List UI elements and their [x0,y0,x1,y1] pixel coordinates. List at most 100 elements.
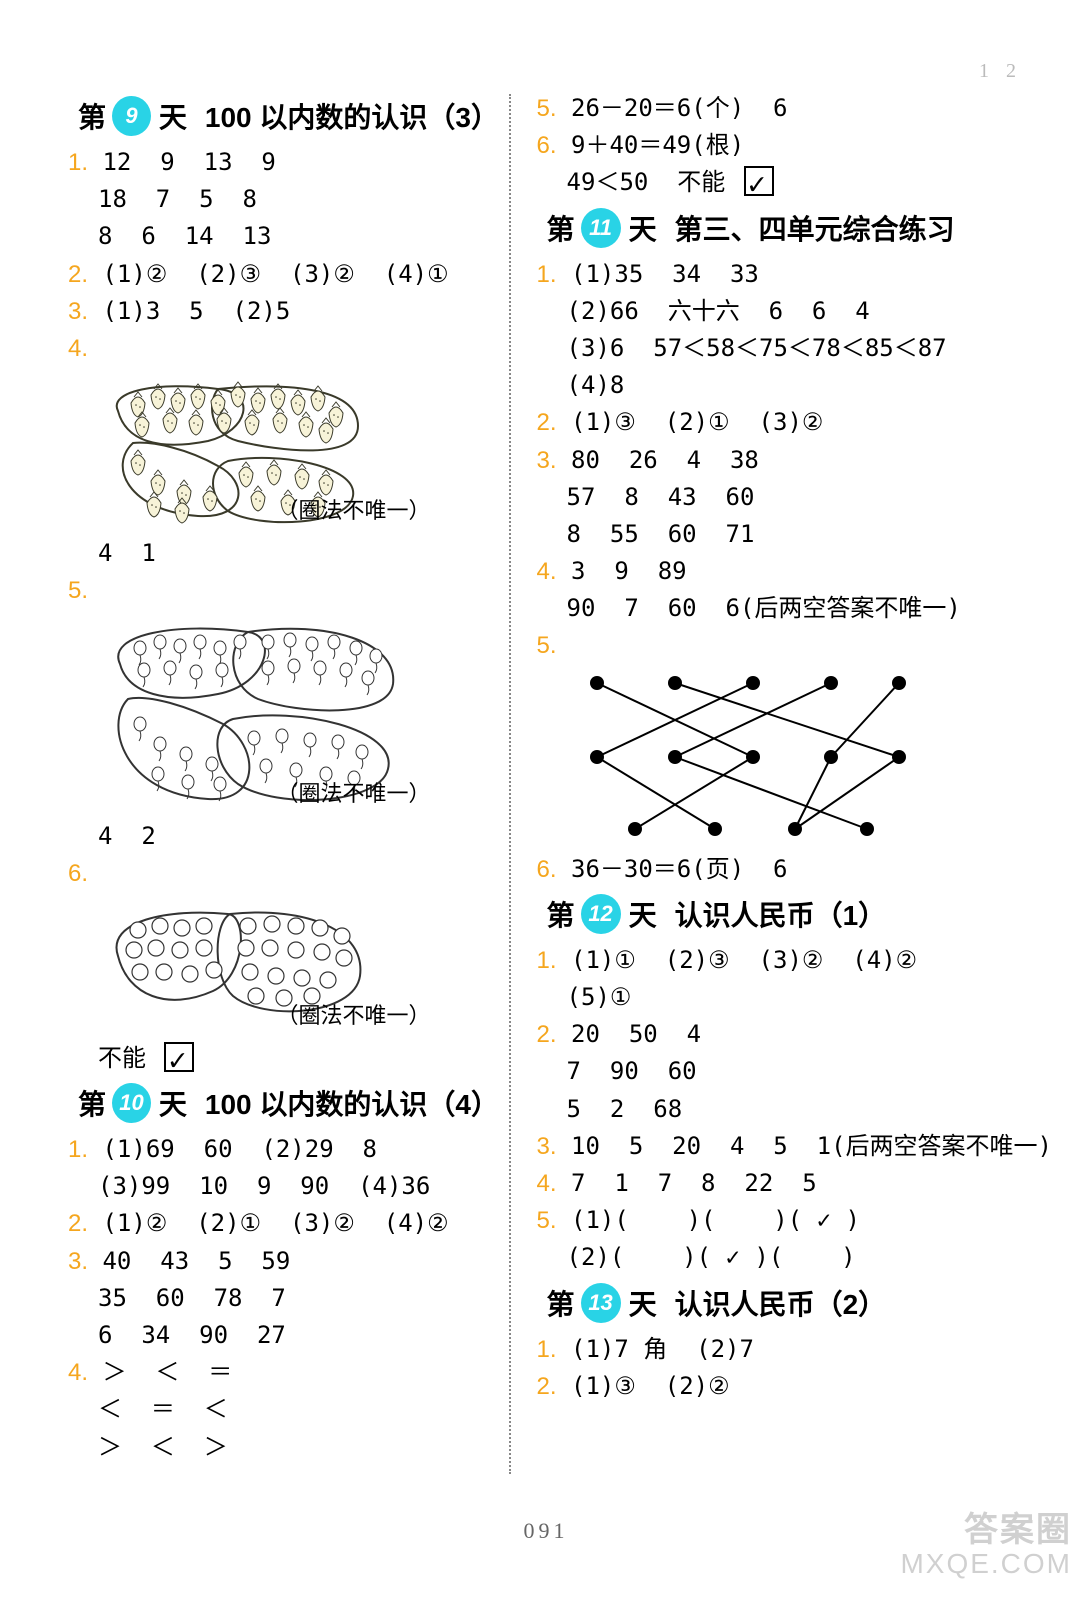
d10-q3-l3: 6 34 90 27 [60,1317,491,1354]
d11-q4-l2: 90 7 60 6(后两空答案不唯一) [529,590,1052,627]
d12-q3: 3. 10 5 20 4 5 1(后两空答案不唯一) [529,1128,1052,1165]
d11-q2: 2. (1)③ (2)① (3)② [529,404,1052,441]
d11-q6: 6. 36－30＝6(页) 6 [529,851,1052,888]
answer-text: (1)( )( )( ✓ ) [571,1206,860,1234]
d12-q1-l1: 1. (1)① (2)③ (3)② (4)② [529,942,1052,979]
day-badge-9: 9 [112,96,151,136]
d11-q5-num: 5. [529,627,1052,664]
check-icon [164,1042,194,1072]
answer-text: (1)② (2)③ (3)② (4)① [102,260,448,288]
answer-text: ＞ ＜ ＝ [102,1358,232,1386]
heading-post: 天 [159,1083,187,1123]
d10-q3-l1: 3. 40 43 5 59 [60,1243,491,1280]
qnum: 3. [68,298,88,325]
heading-pre: 第 [78,1083,106,1123]
d9-q5-num: 5. [60,572,491,609]
watermark: 答案圈 MXQE.COM [900,1512,1072,1580]
qnum: 4. [68,1359,88,1386]
d11-q1-l2: (2)66 六十六 6 6 4 [529,293,1052,330]
heading-title: 100 以内数的认识（3） [205,96,491,136]
day-badge-11: 11 [581,208,621,248]
qnum: 6. [68,860,88,887]
heading-post: 天 [629,894,657,934]
d12-q2-l2: 7 90 60 [529,1053,1052,1090]
qnum: 2. [537,409,557,436]
qnum: 3. [537,1133,557,1160]
answer-text: (1)③ (2)② [571,1372,730,1400]
d12-q1-l2: (5)① [529,979,1052,1016]
answer-text: 不能 [98,1044,146,1072]
d11-q3-l1: 3. 80 26 4 38 [529,442,1052,479]
qnum: 3. [68,1248,88,1275]
d9-q3: 3. (1)3 5 (2)5 [60,293,491,330]
d11-q1-l1: 1. (1)35 34 33 [529,256,1052,293]
heading-title: 100 以内数的认识（4） [205,1083,491,1123]
check-icon [744,166,774,196]
answer-text: 7 1 7 8 22 5 [571,1169,817,1197]
d10-q1-l2: (3)99 10 9 90 (4)36 [60,1168,491,1205]
heading-pre: 第 [547,894,575,934]
d9-fig6-wrap: （圈法不唯一） [60,896,491,1036]
answer-text: (1)③ (2)① (3)② [571,408,823,436]
d11-q1-l4: (4)8 [529,367,1052,404]
day-badge-13: 13 [581,1283,621,1323]
qnum: 5. [68,577,88,604]
matching-figure-wrap [529,671,1052,841]
heading-title: 认识人民币（1） [675,894,887,934]
answer-text: 9＋40＝49(根) [571,131,744,159]
d11-q1-l3: (3)6 57＜58＜75＜78＜85＜87 [529,330,1052,367]
day9-heading: 第 9 天 100 以内数的认识（3） [78,96,491,136]
heading-title: 认识人民币（2） [675,1283,887,1323]
qnum: 2. [537,1021,557,1048]
answer-text: 20 50 4 [571,1020,701,1048]
answer-text: 36－30＝6(页) 6 [571,855,788,883]
qnum: 5. [537,632,557,659]
watermark-en: MXQE.COM [900,1549,1072,1580]
page-corner-label: 1 2 [979,60,1022,83]
d11-q3-l2: 57 8 43 60 [529,479,1052,516]
fig-note: （圈法不唯一） [277,493,431,525]
qnum: 6. [537,856,557,883]
d11-q4-l1: 4. 3 9 89 [529,553,1052,590]
d13-q1: 1. (1)7 角 (2)7 [529,1331,1052,1368]
answer-text: 10 5 20 4 5 1(后两空答案不唯一) [571,1132,1052,1160]
answer-text: 49＜50 不能 [567,168,726,196]
answer-text: (1)② (2)① (3)② (4)② [102,1209,448,1237]
qnum: 5. [537,95,557,122]
d11-q3-l3: 8 55 60 71 [529,516,1052,553]
d10-q4-l3: ＞ ＜ ＞ [60,1429,491,1466]
qnum: 1. [537,261,557,288]
page-number: 091 [524,1518,569,1544]
d10-q1-l1: 1. (1)69 60 (2)29 8 [60,1131,491,1168]
day10-heading: 第 10 天 100 以内数的认识（4） [78,1083,491,1123]
d10-q3-l2: 35 60 78 7 [60,1280,491,1317]
d12-q2-l1: 2. 20 50 4 [529,1016,1052,1053]
qnum: 4. [537,558,557,585]
rt-q6-l2: 49＜50 不能 [529,164,1052,201]
heading-pre: 第 [78,96,106,136]
fig-note: （圈法不唯一） [277,998,431,1030]
d12-q4: 4. 7 1 7 8 22 5 [529,1165,1052,1202]
heading-post: 天 [629,208,657,248]
qnum: 6. [537,132,557,159]
d9-q5-ans: 4 2 [60,818,491,855]
heading-title: 第三、四单元综合练习 [675,208,955,248]
answer-text: (1)7 角 (2)7 [571,1335,754,1363]
left-column: 第 9 天 100 以内数的认识（3） 1. 12 9 13 9 18 7 5 … [60,90,509,1560]
heading-pre: 第 [547,1283,575,1323]
d13-q2: 2. (1)③ (2)② [529,1368,1052,1405]
day-badge-12: 12 [581,894,621,934]
qnum: 1. [537,1336,557,1363]
qnum: 4. [537,1170,557,1197]
d9-q4-num: 4. [60,330,491,367]
heading-post: 天 [159,96,187,136]
heading-pre: 第 [547,208,575,248]
d9-fig5-wrap: （圈法不唯一） [60,614,491,814]
answer-text: 3 9 89 [571,557,687,585]
qnum: 5. [537,1207,557,1234]
d9-q1-l2: 18 7 5 8 [60,181,491,218]
d9-fig4-wrap: （圈法不唯一） [60,371,491,531]
d9-q2: 2. (1)② (2)③ (3)② (4)① [60,256,491,293]
d12-q2-l3: 5 2 68 [529,1091,1052,1128]
answer-text: 12 9 13 9 [102,148,275,176]
